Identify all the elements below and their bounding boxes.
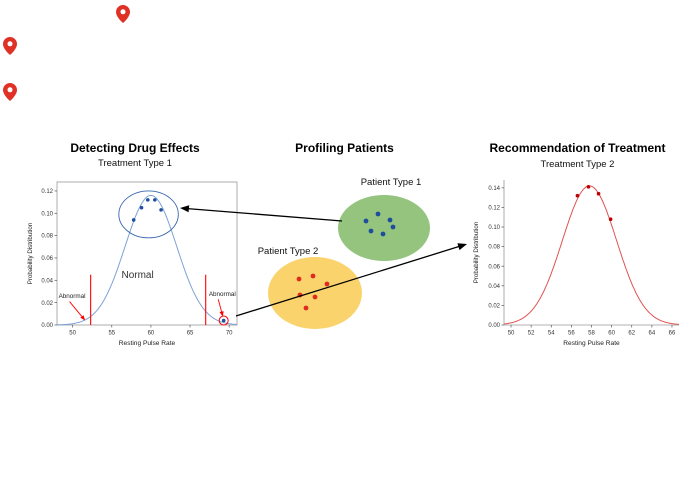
cluster-highlight-ellipse — [118, 190, 179, 239]
y-tick-label: 0.04 — [488, 284, 500, 290]
map-pin-dot — [120, 9, 126, 15]
right-panel-title: Recommendation of Treatment — [489, 141, 666, 155]
x-tick-label: 52 — [528, 331, 535, 337]
map-pin-body — [3, 37, 17, 55]
cluster-dot — [368, 228, 374, 234]
annotation-arrow-head — [219, 311, 224, 317]
data-point — [139, 205, 144, 210]
y-tick-label: 0.00 — [41, 323, 53, 329]
data-point — [153, 198, 157, 202]
treatment-type-2-plot: 50 52 54 56 58 60 62 64 66 0.00 0.02 0.04 0.06 0.08 0.… — [473, 180, 680, 347]
y-tick-label: 0.08 — [488, 245, 500, 251]
y-tick-label: 0.12 — [41, 189, 53, 195]
right-chart-title: Treatment Type 2 — [540, 159, 615, 170]
cluster-dot — [324, 281, 330, 287]
treatment-type-1-plot: 50 55 60 65 70 0.00 0.02 0.04 0.06 0.08 0.10 0.12 Re… — [27, 181, 238, 347]
map-pin-body — [3, 83, 17, 101]
x-tick-label: 62 — [628, 331, 635, 337]
map-pin-body — [116, 5, 130, 23]
x-tick-label: 64 — [649, 331, 656, 337]
cluster-dot — [310, 273, 316, 279]
x-tick-label: 50 — [508, 331, 515, 337]
cluster-dot — [363, 218, 369, 224]
distribution-curve — [503, 185, 680, 325]
y-axis-label: Probability Distribution — [473, 221, 480, 283]
map-pin-icon — [3, 37, 17, 55]
data-point — [608, 217, 613, 221]
y-tick-label: 0.06 — [41, 256, 53, 262]
annotation-text: Abnormal — [209, 291, 236, 298]
left-chart-title: Treatment Type 1 — [98, 158, 172, 169]
left-panel-title: Detecting Drug Effects — [70, 141, 200, 155]
y-tick-label: 0.14 — [488, 186, 500, 192]
map-pin-icon — [116, 5, 130, 23]
cluster-label-patient-type-2: Patient Type 2 — [257, 246, 319, 257]
y-tick-label: 0.04 — [41, 278, 53, 284]
data-point — [575, 193, 580, 198]
map-pin-dot — [7, 87, 13, 93]
plot-axes — [503, 180, 679, 326]
x-axis-label: Resting Pulse Rate — [563, 340, 620, 347]
x-tick-label: 65 — [187, 331, 194, 337]
cluster-dot — [312, 294, 318, 300]
y-tick-label: 0.06 — [488, 264, 500, 270]
x-axis-label: Resting Pulse Rate — [119, 340, 176, 347]
x-tick-label: 56 — [568, 331, 575, 337]
connection-arrow-head — [457, 243, 467, 251]
y-axis-label: Probability Distribution — [27, 222, 34, 284]
annotation-text: Abnormal — [59, 293, 86, 300]
x-tick-label: 60 — [148, 331, 155, 337]
cluster-ellipse-patient-type-1 — [338, 195, 430, 261]
x-tick-label: 54 — [548, 331, 555, 337]
data-point — [221, 318, 226, 323]
x-tick-label: 70 — [226, 331, 233, 337]
x-tick-label: 58 — [588, 331, 595, 337]
y-tick-label: 0.00 — [488, 323, 500, 329]
y-tick-label: 0.12 — [488, 206, 500, 212]
plot-border — [56, 181, 238, 326]
data-point — [596, 191, 601, 196]
map-pin-icon — [3, 83, 17, 101]
x-tick-label: 66 — [669, 331, 676, 337]
middle-panel-title: Profiling Patients — [295, 141, 394, 155]
annotation-text: Normal — [121, 270, 153, 281]
cluster-dot — [387, 217, 393, 223]
data-point — [586, 185, 591, 189]
data-point — [131, 218, 136, 222]
annotation-arrow-head — [80, 315, 86, 321]
y-tick-label: 0.02 — [488, 304, 500, 310]
cluster-dot — [390, 224, 396, 230]
cluster-dot — [297, 292, 303, 298]
x-tick-label: 60 — [608, 331, 615, 337]
cluster-dot — [375, 211, 381, 217]
y-tick-label: 0.10 — [41, 211, 53, 217]
cluster-ellipse-patient-type-2 — [268, 257, 362, 329]
data-point — [145, 198, 150, 202]
y-tick-label: 0.02 — [41, 301, 53, 307]
annotation-arrow — [217, 299, 223, 314]
data-point — [159, 208, 163, 212]
cluster-label-patient-type-1: Patient Type 1 — [360, 177, 422, 188]
right-chart-canvas: 50 52 54 56 58 60 62 64 66 0.00 0.02 0.04 0.06 0.08 0.… — [470, 172, 685, 357]
left-chart-canvas: 50 55 60 65 70 0.00 0.02 0.04 0.06 0.08 0.10 0.12 Re… — [24, 172, 244, 357]
y-tick-label: 0.10 — [488, 225, 500, 231]
x-tick-label: 55 — [108, 331, 115, 337]
annotation-arrow — [69, 301, 84, 319]
outlier-highlight-circle — [218, 315, 229, 326]
cluster-dot — [303, 305, 309, 311]
distribution-curve — [57, 194, 238, 326]
cluster-dot — [380, 231, 386, 237]
x-tick-label: 50 — [69, 331, 76, 337]
cluster-dot — [296, 276, 302, 282]
map-pin-dot — [7, 41, 13, 47]
y-tick-label: 0.08 — [41, 234, 53, 240]
